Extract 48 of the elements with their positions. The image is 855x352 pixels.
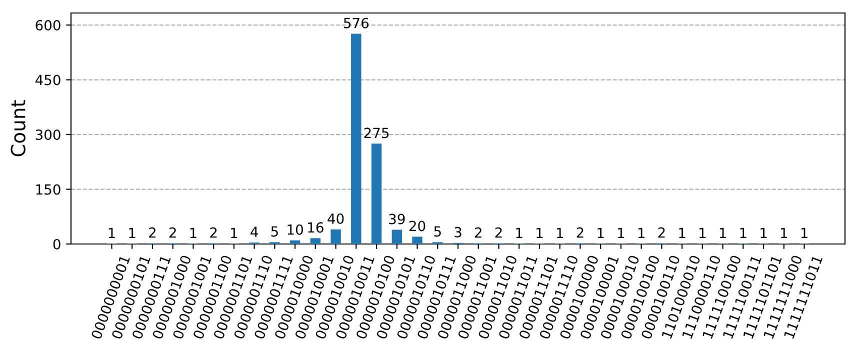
data-label: 1 <box>231 228 238 238</box>
data-label: 5 <box>271 226 278 237</box>
y-tick-label: 600 <box>36 20 60 31</box>
data-label: 1 <box>781 228 788 238</box>
y-tick-label: 300 <box>36 129 60 140</box>
y-tick-label: 450 <box>35 74 60 86</box>
data-label: 5 <box>434 226 441 237</box>
data-label: 1 <box>760 228 767 238</box>
data-label: 39 <box>389 214 405 224</box>
data-label: 1 <box>618 228 624 238</box>
bar <box>371 144 382 244</box>
data-label: 2 <box>474 227 482 238</box>
data-label: 1 <box>598 228 604 238</box>
data-label: 1 <box>700 228 706 238</box>
data-label: 2 <box>495 227 502 238</box>
data-label: 1 <box>720 228 726 238</box>
data-label: 1 <box>556 228 563 238</box>
data-label: 275 <box>364 128 389 138</box>
data-label: 1 <box>801 228 808 238</box>
data-label: 576 <box>344 18 369 28</box>
bar <box>290 240 300 244</box>
data-label: 1 <box>190 228 196 238</box>
bar <box>330 229 341 244</box>
data-label: 2 <box>658 227 665 238</box>
data-label: 1 <box>679 228 686 238</box>
data-label: 2 <box>169 227 176 238</box>
data-label: 20 <box>409 220 426 232</box>
data-label: 1 <box>638 228 644 238</box>
data-label: 10 <box>288 224 303 235</box>
data-label: 1 <box>740 228 746 238</box>
y-axis-title: Count <box>10 100 26 156</box>
data-label: 1 <box>536 228 543 238</box>
data-label: 4 <box>250 226 258 237</box>
data-label: 1 <box>129 228 136 238</box>
bar <box>412 236 422 244</box>
data-label: 16 <box>308 222 324 233</box>
data-label: 2 <box>576 227 584 238</box>
data-label: 1 <box>516 228 522 238</box>
y-tick-label: 150 <box>36 184 60 195</box>
bar <box>392 230 402 244</box>
bar <box>351 34 362 244</box>
data-label: 1 <box>108 228 115 238</box>
data-label: 2 <box>210 227 217 238</box>
data-label: 3 <box>454 226 462 238</box>
y-tick-label: 0 <box>53 238 60 250</box>
data-label: 40 <box>328 213 344 224</box>
data-label: 2 <box>149 227 156 238</box>
bar <box>310 238 321 244</box>
